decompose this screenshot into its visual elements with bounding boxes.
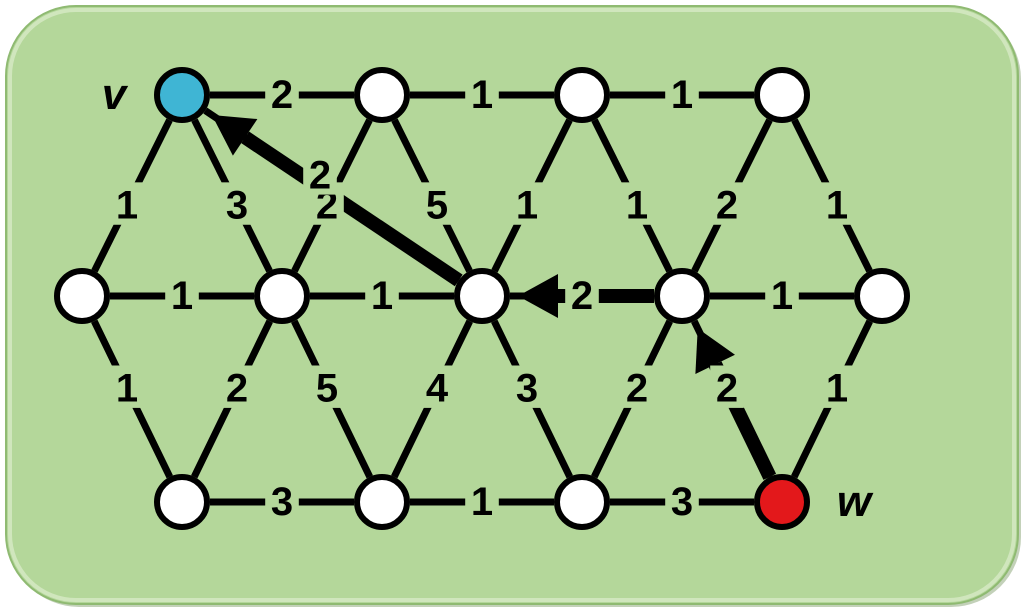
graph-node [357,477,407,527]
diagram-canvas: 211112131313251121125432212vw [0,0,1024,610]
edge-weight: 1 [771,274,793,318]
graph-node [457,271,507,321]
graph-node [657,271,707,321]
edge-weight: 1 [471,480,493,524]
edge-weight: 2 [626,367,648,411]
graph-node [757,477,807,527]
edge-weight: 1 [116,184,138,228]
edge-weight: 1 [116,367,138,411]
edge-weight: 1 [826,367,848,411]
vertex-label: w [837,477,874,526]
graph-node [857,271,907,321]
graph-node [57,271,107,321]
graph-node [557,477,607,527]
edge-weight: 1 [826,184,848,228]
edge-weight: 2 [271,73,293,117]
edge-weight: 2 [571,274,593,318]
graph-node [157,477,207,527]
graph-node [257,271,307,321]
edge-weight: 3 [671,480,693,524]
edge-weight: 4 [426,367,449,411]
edge-weight: 1 [626,184,648,228]
edge-weight: 1 [371,274,393,318]
graph-node [157,70,207,120]
edge-weight: 2 [226,367,248,411]
edge-weight: 2 [716,367,738,411]
edge-weight: 2 [716,184,738,228]
edge-weight: 3 [271,480,293,524]
edge-weight: 1 [471,73,493,117]
edge-weight: 3 [226,184,248,228]
edge-weight: 3 [516,367,538,411]
graph-svg: 211112131313251121125432212vw [0,0,1024,610]
edge-weight: 5 [426,184,448,228]
edge-weight: 1 [671,73,693,117]
graph-node [357,70,407,120]
edge-weight: 1 [171,274,193,318]
edge-weight: 5 [316,367,338,411]
vertex-label: v [102,70,129,119]
edge-weight: 1 [516,184,538,228]
graph-node [757,70,807,120]
edge-weight: 2 [309,153,331,197]
graph-node [557,70,607,120]
